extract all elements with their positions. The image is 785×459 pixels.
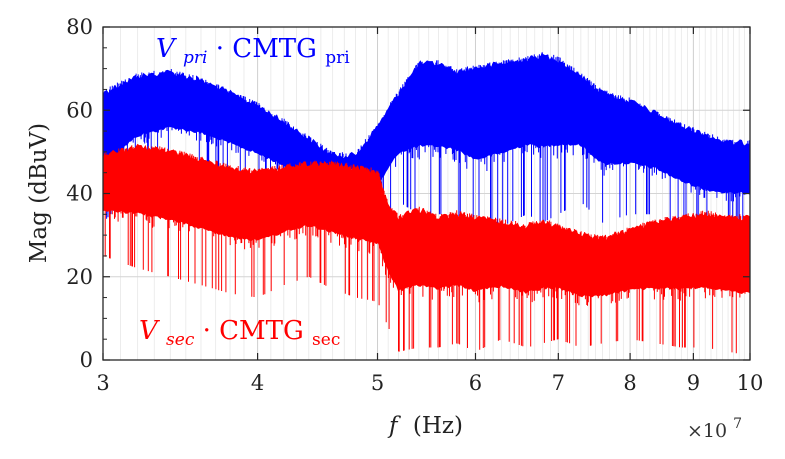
x-axis-unit: (Hz)	[413, 413, 463, 439]
y-tick-label: 0	[80, 348, 93, 372]
ticks	[102, 26, 751, 361]
series-label-pri-sub: pri	[183, 48, 207, 68]
x-axis-symbol: f	[387, 413, 401, 439]
series-pri	[103, 52, 750, 236]
series-label-sec-sub: sec	[166, 330, 195, 350]
series-layer	[103, 52, 750, 356]
series-spikes-pri	[103, 52, 750, 236]
x-tick-label: 8	[623, 371, 636, 395]
series-label-sec-tail-sub: sec	[312, 330, 340, 350]
x-multiplier-base: ×10	[687, 420, 727, 442]
x-multiplier-exp: 7	[733, 416, 742, 432]
series-label-pri-tail: · CMTG	[216, 34, 317, 64]
x-tick-label: 3	[96, 371, 109, 395]
series-label-sec: V sec · CMTG sec	[139, 316, 340, 352]
x-axis-label: f (Hz)	[387, 413, 463, 439]
x-tick-label: 6	[469, 371, 482, 395]
y-axis-label: Mag (dBuV)	[26, 123, 52, 263]
series-sec	[103, 143, 750, 356]
x-tick-label: 10	[737, 371, 764, 395]
series-spikes-sec	[103, 145, 750, 356]
series-label-pri: V pri · CMTG pri	[156, 34, 350, 70]
x-tick-label: 9	[687, 371, 700, 395]
y-tick-label: 40	[66, 182, 93, 206]
y-tick-label: 80	[66, 15, 93, 39]
series-label-sec-v: V	[139, 316, 160, 346]
series-label-pri-tail-sub: pri	[325, 48, 350, 68]
tick-labels: 3 4 5 6 7 8 9 10 0 20 40 60 80	[66, 15, 763, 395]
x-tick-label: 5	[371, 371, 384, 395]
series-label-pri-v: V	[156, 34, 177, 64]
series-label-sec-tail: · CMTG	[203, 316, 304, 346]
y-tick-label: 20	[66, 265, 93, 289]
x-multiplier: ×10 7	[687, 416, 742, 442]
x-tick-label: 4	[251, 371, 264, 395]
x-tick-label: 7	[552, 371, 565, 395]
y-tick-label: 60	[66, 98, 93, 122]
